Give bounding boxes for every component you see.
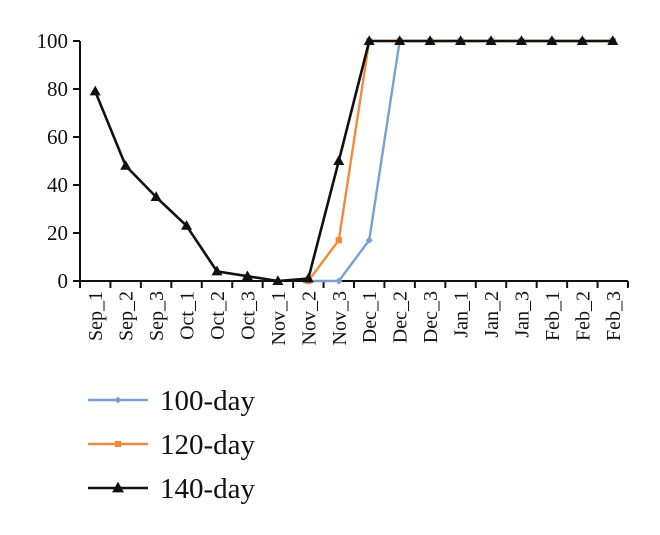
data-point-marker [394,35,406,45]
x-tick-label: Feb_1 [542,291,564,341]
x-tick-label: Oct_1 [177,291,199,340]
data-point-marker [302,272,314,283]
x-tick-label: Oct_2 [207,291,229,340]
y-tick-label: 80 [47,77,68,101]
series-140-day [89,35,619,285]
series-line [307,39,613,282]
y-tick-label: 60 [47,125,68,149]
data-point-marker [365,236,373,244]
data-point-marker [241,270,253,281]
data-point-marker [272,275,284,285]
y-tick-label: 100 [37,29,69,53]
data-point-marker [335,277,343,285]
data-point-marker [181,220,193,230]
x-tick-label: Jan_2 [481,291,503,338]
series-layer [89,35,619,285]
x-tick-label: Dec_2 [390,291,412,343]
data-point-marker [335,237,342,244]
data-point-marker [114,396,122,404]
legend-item: 120-day [88,429,256,461]
series-line [94,39,613,283]
x-tick-label: Sep_1 [85,291,107,341]
x-tick-label: Nov_3 [329,291,351,345]
x-tick-label: Sep_3 [146,291,168,341]
y-tick-label: 20 [47,221,68,245]
data-point-marker [333,155,345,165]
x-tick-label: Nov_2 [298,291,320,345]
legend-label: 120-day [160,429,256,461]
data-point-marker [89,85,101,96]
legend-label: 140-day [160,473,256,505]
data-point-marker [112,481,124,493]
y-tick-label: 40 [47,173,68,197]
data-point-marker [150,191,162,201]
x-tick-label: Nov_1 [268,291,290,345]
x-tick-label: Dec_3 [420,291,442,343]
legend-item: 100-day [88,385,256,417]
data-point-marker [515,35,527,45]
series-120-day [305,37,616,285]
x-tick-label: Feb_2 [572,291,594,341]
x-tick-label: Feb_3 [603,291,625,341]
x-tick-label: Oct_3 [237,291,259,340]
y-tick-label: 0 [58,269,69,293]
legend: 100-day 120-day 140-day [88,385,256,505]
x-tick-label: Jan_1 [451,291,473,338]
data-point-marker [211,265,223,276]
x-tick-label: Jan_3 [511,291,533,338]
data-point-marker [424,35,436,45]
legend-item: 140-day [88,473,256,505]
series-line [308,39,613,283]
data-point-marker [546,35,558,45]
y-axis-ticks: 0 20 40 60 80 100 [37,29,80,293]
data-point-marker [363,35,375,45]
x-tick-label: Dec_1 [359,291,381,343]
data-point-marker [120,160,132,170]
x-tick-label: Sep_2 [116,291,138,341]
x-axis-ticks: Sep_1 Sep_2 Sep_3 Oct_1 Oct_2 Oct_3 Nov_1 Nov_2… [79,281,629,345]
data-point-marker [114,440,122,448]
axes [79,41,628,282]
data-point-marker [485,35,497,45]
data-point-marker [455,35,467,45]
legend-label: 100-day [160,385,256,417]
data-point-marker [576,35,588,45]
data-point-marker [607,35,619,45]
